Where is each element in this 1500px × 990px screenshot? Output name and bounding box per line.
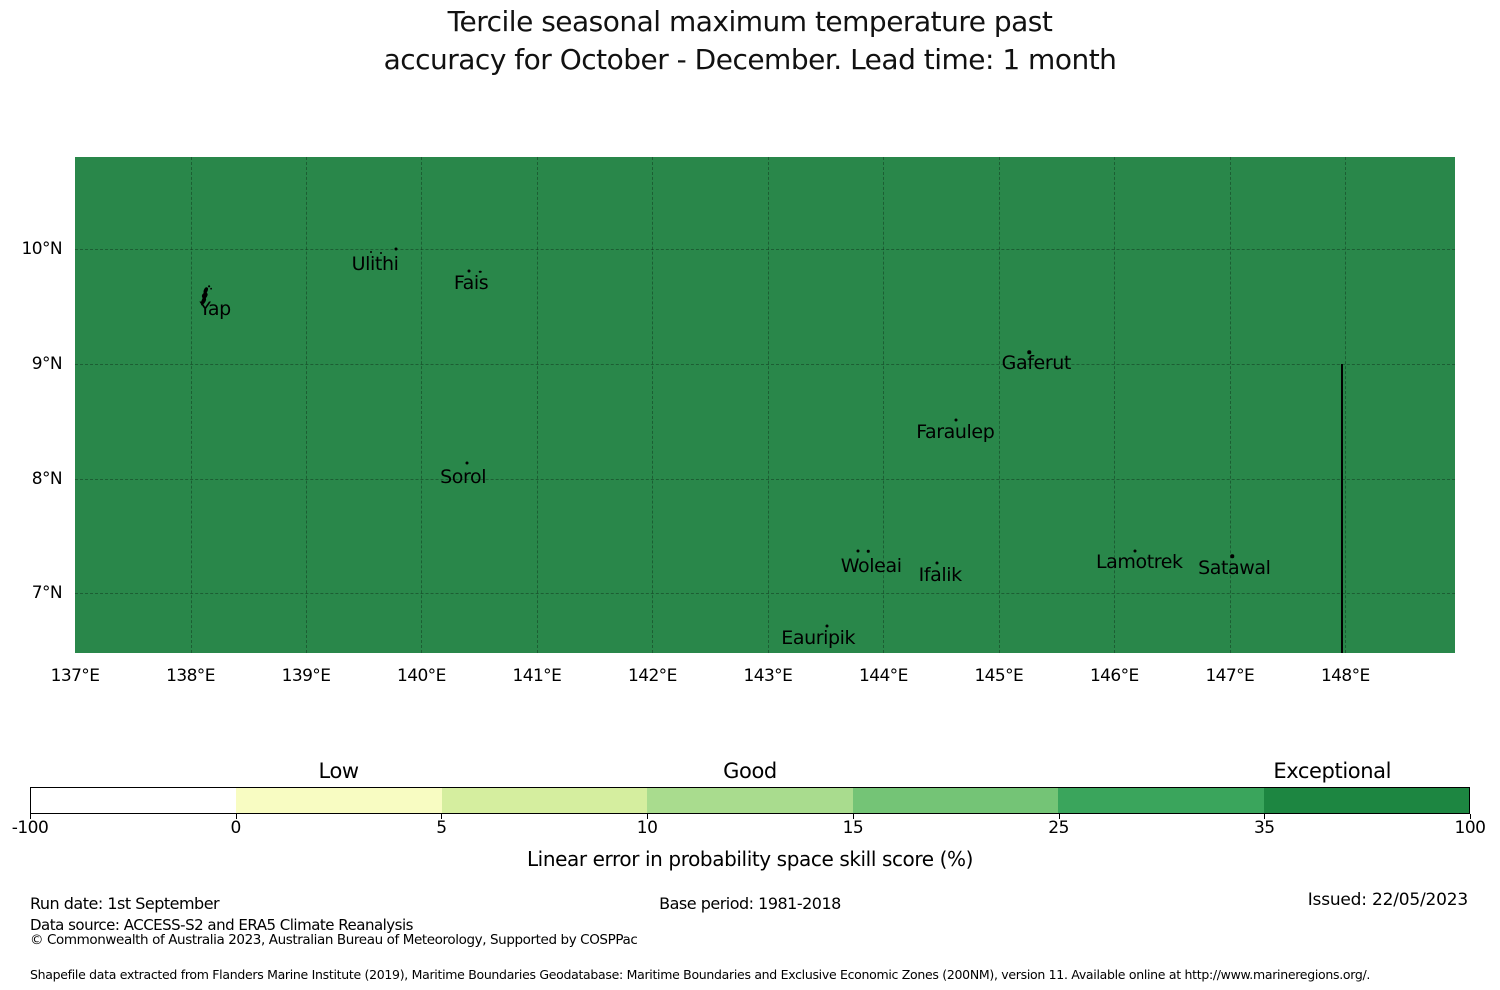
colorbar-tick (1264, 814, 1266, 819)
colorbar-tick-label: 5 (436, 818, 447, 838)
run-date-text: Run date: 1st September (30, 894, 220, 913)
x-axis-tick-label: 143°E (743, 666, 793, 686)
map-gridline-vertical (998, 157, 1000, 653)
map-gridline-horizontal (75, 593, 1455, 595)
colorbar-tick-label: 35 (1253, 818, 1275, 838)
map-gridline-vertical (767, 157, 769, 653)
colorbar-tick (235, 814, 237, 819)
colorbar-category-label: Good (723, 759, 777, 783)
base-period-text: Base period: 1981-2018 (659, 894, 841, 913)
map-area: Yap Ulithi Fais Sorol Gaferut Faraulep Woleai I… (75, 157, 1455, 653)
map-gridline-vertical (536, 157, 538, 653)
copyright-text: © Commonwealth of Australia 2023, Austra… (30, 932, 638, 948)
colorbar-segment (647, 788, 853, 813)
colorbar-tick (1058, 814, 1060, 819)
colorbar-segment (236, 788, 442, 813)
island-dot (478, 270, 482, 274)
island-label: Lamotrek (1095, 551, 1183, 574)
map-gridline-horizontal (75, 478, 1455, 480)
title-line-2: accuracy for October - December. Lead ti… (383, 43, 1117, 76)
island-label: Ulithi (351, 252, 399, 275)
island-label: Sorol (440, 466, 487, 489)
x-axis-tick-label: 138°E (166, 666, 215, 686)
x-axis-tick-label: 147°E (1205, 666, 1255, 686)
island-dot (370, 250, 373, 253)
colorbar-tick-label: 15 (842, 818, 864, 838)
y-axis-tick-label: 7°N (31, 583, 63, 604)
colorbar-axis-label: Linear error in probability space skill … (526, 847, 974, 871)
colorbar-segment (852, 788, 1059, 813)
y-axis-tick-label: 9°N (31, 353, 63, 374)
x-axis-tick-label: 148°E (1320, 666, 1370, 686)
island-dot (935, 561, 939, 565)
colorbar-tick (30, 814, 31, 819)
x-axis-tick-label: 145°E (974, 666, 1024, 686)
island-dot (1027, 350, 1031, 354)
yap-island-shape (197, 284, 214, 311)
island-label: Fais (453, 272, 489, 294)
figure-title: Tercile seasonal maximum temperature pas… (0, 3, 1500, 79)
shapefile-note-text: Shapefile data extracted from Flanders M… (30, 967, 1371, 982)
map-gridline-vertical (190, 157, 192, 653)
colorbar-segment (1263, 788, 1469, 813)
colorbar-tick (647, 814, 649, 819)
y-axis-tick-label: 10°N (21, 238, 63, 259)
yap-island-svg (200, 285, 212, 306)
x-axis-tick-label: 140°E (397, 666, 446, 686)
map-gridline-vertical (306, 157, 307, 653)
island-label: Woleai (840, 555, 902, 578)
map-gridline-horizontal (75, 248, 1455, 250)
island-dot (954, 418, 958, 422)
x-axis-tick-label: 142°E (628, 666, 677, 686)
map-gridline-vertical (1345, 157, 1347, 653)
island-dot (467, 269, 471, 273)
island-dot (1133, 549, 1137, 553)
colorbar-tick (441, 814, 443, 819)
colorbar-category-label: Low (318, 759, 360, 783)
map-gridline-vertical (883, 157, 885, 653)
colorbar-segment (31, 788, 237, 813)
colorbar-tick (1470, 814, 1471, 819)
data-source-text: Data source: ACCESS-S2 and ERA5 Climate … (30, 916, 413, 934)
colorbar-tick-label: 25 (1048, 818, 1069, 838)
map-gridline-horizontal (75, 363, 1455, 365)
map-gridline-vertical (1229, 157, 1231, 653)
map-gridline-vertical (1114, 157, 1116, 653)
island-dot (1230, 554, 1235, 558)
x-axis-tick-label: 141°E (512, 666, 562, 686)
issued-date-text: Issued: 22/05/2023 (1307, 890, 1468, 910)
island-label: Eauripik (781, 627, 856, 650)
x-axis-tick-label: 137°E (50, 666, 100, 686)
colorbar-segment (1058, 788, 1264, 813)
island-dot (866, 549, 870, 553)
island-dot (825, 624, 829, 628)
x-axis-tick-label: 139°E (281, 666, 331, 686)
colorbar-tick-label: 0 (230, 818, 242, 838)
colorbar-tick (852, 814, 854, 819)
island-label: Yap (199, 297, 231, 320)
island-label: Faraulep (916, 421, 995, 444)
map-gridline-vertical (652, 157, 654, 653)
island-label: Ifalik (918, 564, 963, 587)
title-line-1: Tercile seasonal maximum temperature pas… (447, 5, 1053, 38)
island-dot (856, 549, 860, 553)
colorbar-tick-label: -100 (11, 818, 49, 838)
island-dot (465, 461, 469, 465)
colorbar-segment (441, 788, 648, 813)
colorbar (30, 787, 1470, 814)
colorbar-category-label: Exceptional (1273, 759, 1392, 783)
eez-boundary-line (1341, 363, 1344, 653)
y-axis-tick-label: 8°N (31, 468, 63, 489)
island-label: Gaferut (1001, 352, 1072, 374)
x-axis-tick-label: 146°E (1089, 666, 1139, 686)
island-label: Satawal (1198, 557, 1271, 580)
x-axis-tick-label: 144°E (859, 666, 908, 686)
island-dot (380, 251, 383, 254)
colorbar-tick-label: 100 (1454, 818, 1486, 838)
colorbar-tick-label: 10 (636, 818, 658, 838)
island-dot (394, 247, 398, 251)
map-gridline-vertical (421, 157, 423, 653)
